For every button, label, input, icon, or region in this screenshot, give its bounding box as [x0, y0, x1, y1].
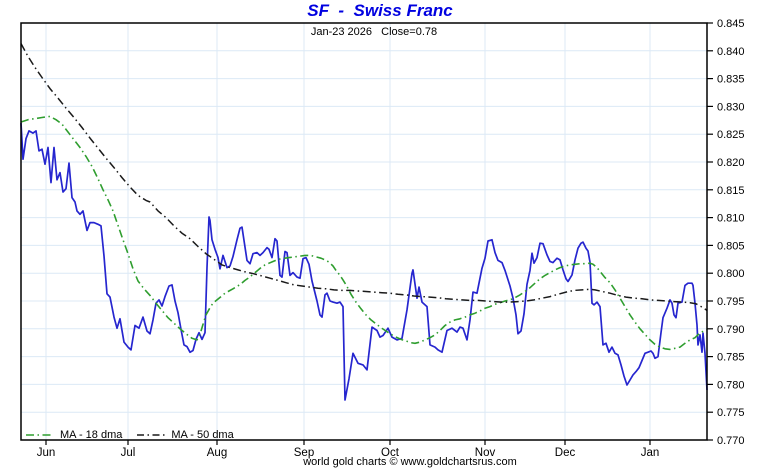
y-axis-label: 0.840	[717, 46, 745, 58]
legend-label-ma18: MA - 18 dma	[60, 429, 123, 441]
y-axis-label: 0.820	[717, 157, 745, 169]
y-axis-label: 0.845	[717, 18, 745, 30]
legend-item-ma50: MA - 50 dma	[136, 429, 234, 441]
y-axis-label: 0.830	[717, 101, 745, 113]
x-axis-label: Jul	[121, 447, 136, 459]
y-axis-label: 0.785	[717, 352, 745, 364]
date-close-annotation: Jan-23 2026 Close=0.78	[310, 26, 438, 38]
plot-frame	[20, 22, 708, 441]
y-axis-label: 0.800	[717, 268, 745, 280]
page-title: SF - Swiss Franc	[307, 1, 453, 20]
y-axis-label: 0.770	[717, 435, 745, 447]
ma18-line-sample-icon	[26, 434, 54, 436]
x-axis-label: Oct	[381, 447, 400, 459]
y-axis-label: 0.795	[717, 296, 745, 308]
ma50-line-sample-icon	[137, 434, 166, 436]
series-line-ma18	[20, 115, 708, 351]
x-axis-label: Aug	[207, 447, 227, 459]
y-axis-label: 0.780	[717, 379, 745, 391]
legend-item-ma18: MA - 18 dma	[25, 429, 122, 441]
x-axis-label: Nov	[475, 447, 496, 459]
x-axis-label: Dec	[555, 447, 576, 459]
y-axis-label: 0.835	[717, 74, 745, 86]
series-line-price	[20, 123, 708, 401]
y-axis-label: 0.805	[717, 240, 745, 252]
y-axis-label: 0.825	[717, 129, 745, 141]
chart-legend: MA - 18 dma MA - 50 dma	[25, 429, 234, 441]
x-axis-label: Jun	[37, 447, 56, 459]
y-axis-label: 0.775	[717, 407, 745, 419]
credit-line: world gold charts © www.goldchartsrus.co…	[303, 456, 517, 468]
x-axis-label: Sep	[294, 447, 314, 459]
series-line-ma50	[20, 43, 708, 312]
y-axis-label: 0.815	[717, 185, 745, 197]
legend-label-ma50: MA - 50 dma	[171, 429, 234, 441]
x-axis-label: Jan	[641, 447, 660, 459]
y-axis-label: 0.790	[717, 324, 745, 336]
y-axis-label: 0.810	[717, 213, 745, 225]
